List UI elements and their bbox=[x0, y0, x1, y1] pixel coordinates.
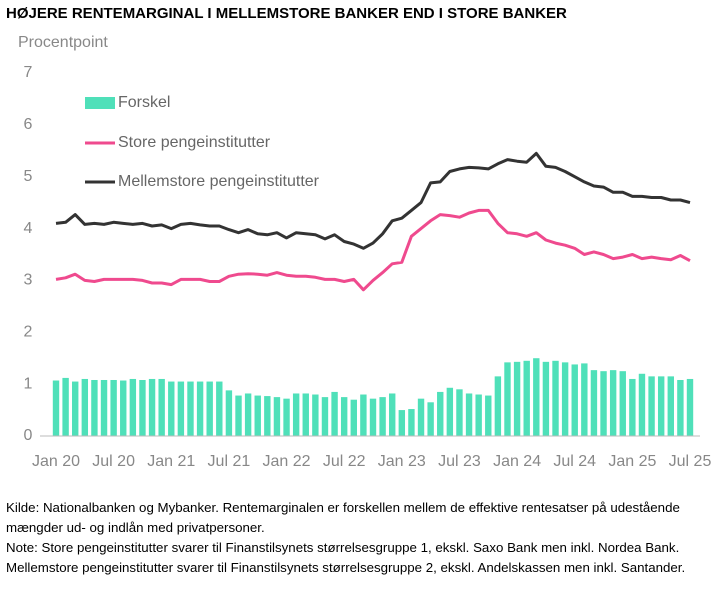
bar bbox=[62, 377, 69, 436]
bar bbox=[235, 395, 242, 436]
bar bbox=[581, 363, 588, 436]
x-tick-label: Jan 22 bbox=[263, 453, 311, 470]
legend-label: Store pengeinstitutter bbox=[118, 134, 271, 151]
bar bbox=[177, 381, 185, 436]
bar bbox=[292, 393, 300, 436]
bar bbox=[52, 380, 60, 436]
bar bbox=[648, 376, 655, 436]
line bbox=[55, 151, 691, 250]
bar bbox=[360, 394, 367, 436]
legend-label: Mellemstore pengeinstitutter bbox=[118, 173, 320, 190]
bar bbox=[485, 395, 492, 436]
bar bbox=[206, 381, 213, 436]
bar bbox=[494, 376, 502, 436]
bar bbox=[619, 371, 626, 436]
bar bbox=[542, 361, 550, 436]
footnote: Note: Store pengeinstitutter svarer til … bbox=[6, 540, 686, 575]
bar bbox=[216, 381, 223, 436]
bar bbox=[609, 370, 617, 436]
bar bbox=[72, 381, 79, 436]
x-tick-label: Jul 21 bbox=[208, 453, 251, 470]
bar bbox=[398, 410, 406, 436]
bar bbox=[81, 378, 89, 436]
bar bbox=[129, 378, 137, 436]
bar bbox=[283, 398, 290, 436]
bar bbox=[187, 381, 194, 436]
x-tick-label: Jan 24 bbox=[493, 453, 541, 470]
y-tick-label: 2 bbox=[24, 324, 33, 341]
bar bbox=[321, 397, 329, 436]
bar bbox=[475, 394, 482, 436]
y-tick-label: 3 bbox=[24, 272, 33, 289]
bar bbox=[369, 398, 377, 436]
bar bbox=[273, 397, 281, 436]
bar bbox=[389, 393, 396, 436]
y-tick-label: 5 bbox=[24, 168, 33, 185]
x-tick-label: Jan 23 bbox=[378, 453, 426, 470]
y-tick-label: 4 bbox=[24, 220, 33, 237]
bar bbox=[312, 394, 319, 436]
bar bbox=[168, 381, 175, 436]
y-axis-label: Procentpoint bbox=[18, 34, 108, 51]
bar bbox=[264, 396, 271, 436]
bar bbox=[91, 379, 98, 436]
x-tick-label: Jul 23 bbox=[438, 453, 481, 470]
bar bbox=[120, 380, 127, 436]
bar bbox=[561, 362, 569, 436]
bar bbox=[437, 391, 444, 436]
y-tick-label: 1 bbox=[24, 375, 33, 392]
x-tick-label: Jul 25 bbox=[669, 453, 712, 470]
bar bbox=[110, 379, 117, 436]
y-tick-label: 7 bbox=[24, 64, 33, 81]
bar bbox=[513, 361, 521, 436]
y-tick-label: 6 bbox=[24, 116, 33, 133]
x-tick-label: Jan 21 bbox=[147, 453, 195, 470]
bar bbox=[427, 402, 434, 436]
bar bbox=[465, 393, 473, 436]
bar bbox=[417, 398, 425, 436]
x-tick-label: Jul 20 bbox=[92, 453, 135, 470]
x-tick-label: Jul 24 bbox=[553, 453, 596, 470]
x-tick-label: Jan 25 bbox=[608, 453, 656, 470]
bar bbox=[667, 376, 674, 436]
bar bbox=[254, 395, 261, 436]
y-tick-label: 0 bbox=[24, 427, 33, 444]
bar bbox=[158, 378, 165, 436]
bar bbox=[446, 387, 454, 436]
bar bbox=[196, 381, 204, 436]
bar bbox=[331, 391, 338, 436]
bar bbox=[600, 371, 607, 436]
bar bbox=[638, 373, 646, 436]
legend-swatch bbox=[85, 97, 115, 109]
bar bbox=[148, 378, 156, 436]
bar bbox=[302, 393, 309, 436]
x-tick-label: Jan 20 bbox=[32, 453, 80, 470]
source-note: Kilde: Nationalbanken og Mybanker. Rente… bbox=[6, 500, 680, 535]
bar bbox=[408, 409, 415, 436]
chart-title: HØJERE RENTEMARGINAL I MELLEMSTORE BANKE… bbox=[6, 5, 567, 22]
bar bbox=[657, 376, 665, 436]
x-tick-label: Jul 22 bbox=[323, 453, 366, 470]
legend-label: Forskel bbox=[118, 94, 170, 111]
bar bbox=[504, 362, 511, 436]
bar bbox=[350, 399, 357, 436]
bar bbox=[552, 360, 559, 436]
notes: Kilde: Nationalbanken og Mybanker. Rente… bbox=[6, 498, 714, 578]
bar bbox=[139, 379, 146, 436]
bar bbox=[686, 378, 694, 436]
bar bbox=[629, 378, 636, 436]
bar bbox=[244, 393, 252, 436]
chart: HØJERE RENTEMARGINAL I MELLEMSTORE BANKE… bbox=[6, 5, 712, 470]
bar bbox=[100, 379, 108, 436]
line bbox=[55, 208, 691, 292]
bar bbox=[456, 389, 463, 436]
bar bbox=[379, 397, 386, 436]
bar bbox=[523, 360, 530, 436]
bar bbox=[225, 390, 233, 436]
bar bbox=[571, 364, 578, 436]
bar bbox=[677, 379, 684, 436]
bar bbox=[533, 358, 540, 436]
bar bbox=[340, 397, 348, 436]
bar bbox=[590, 370, 598, 436]
